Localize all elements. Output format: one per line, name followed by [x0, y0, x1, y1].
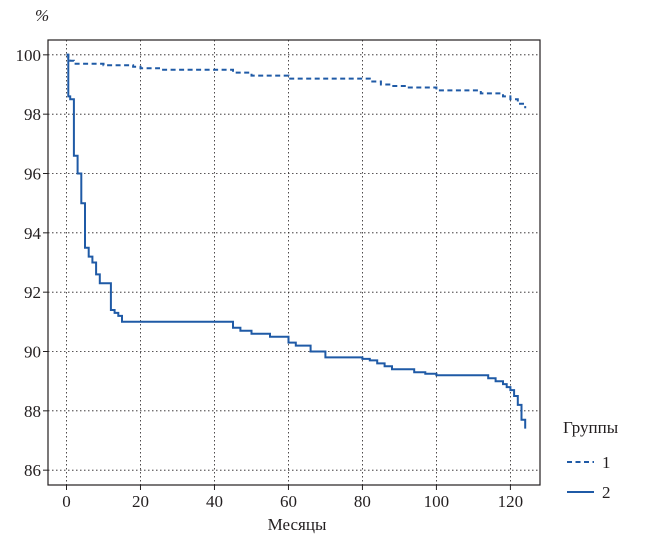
axis-ticks: 0 20 40 60 80 100 120 86 88 90 92 94 96 98 100	[16, 46, 524, 511]
y-tick-label: 92	[24, 283, 41, 302]
series-1-line	[66, 53, 527, 109]
y-tick-label: 88	[24, 402, 41, 421]
plot-frame	[47, 39, 541, 486]
legend-entries: 12	[567, 453, 611, 502]
y-tick-label: 90	[24, 343, 41, 362]
x-axis-label: Месяцы	[268, 515, 327, 534]
x-tick-label: 120	[498, 492, 524, 511]
y-tick-label: 86	[24, 461, 41, 480]
y-tick-label: 100	[16, 46, 42, 65]
legend: Группы 12	[563, 418, 619, 502]
x-tick-label: 60	[280, 492, 297, 511]
x-tick-label: 40	[206, 492, 223, 511]
series-2-line	[66, 53, 527, 429]
legend-title: Группы	[563, 418, 619, 437]
grid	[48, 40, 540, 485]
x-tick-label: 100	[424, 492, 450, 511]
series-layer	[66, 53, 527, 429]
y-axis-label: %	[35, 6, 49, 25]
legend-label-1: 1	[602, 453, 611, 472]
x-tick-label: 20	[132, 492, 149, 511]
x-tick-label: 0	[62, 492, 71, 511]
legend-label-2: 2	[602, 483, 611, 502]
x-tick-label: 80	[354, 492, 371, 511]
y-tick-label: 98	[24, 105, 41, 124]
y-tick-label: 94	[24, 224, 42, 243]
y-tick-label: 96	[24, 165, 41, 184]
